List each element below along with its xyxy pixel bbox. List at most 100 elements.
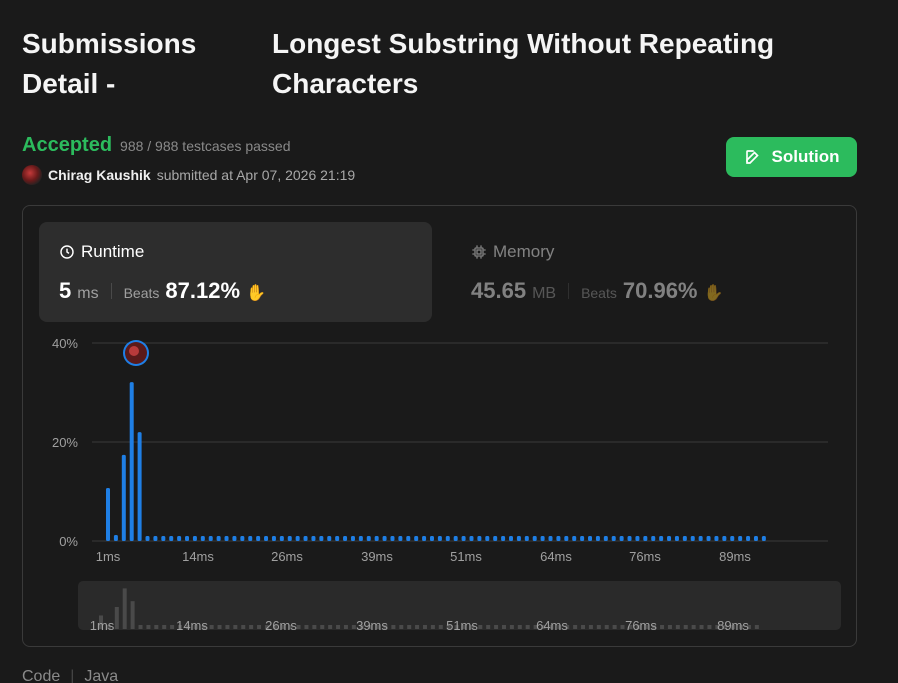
chart-bar[interactable] <box>572 536 577 541</box>
chart-bar[interactable] <box>714 536 719 541</box>
chart-bar[interactable] <box>208 536 213 541</box>
chart-bar[interactable] <box>469 536 474 541</box>
chart-bar[interactable] <box>185 536 190 541</box>
chart-bar[interactable] <box>580 536 585 541</box>
chart-bar[interactable] <box>256 536 261 541</box>
chart-bar[interactable] <box>501 536 506 541</box>
chart-bar[interactable] <box>153 536 158 541</box>
chart-bar[interactable] <box>611 536 616 541</box>
chart-bar[interactable] <box>588 536 593 541</box>
chart-bar[interactable] <box>753 536 758 541</box>
mini-bar <box>359 625 364 629</box>
chart-bar[interactable] <box>177 536 182 541</box>
chart-bar[interactable] <box>524 536 529 541</box>
chart-bar[interactable] <box>113 535 118 541</box>
chart-bar[interactable] <box>382 536 387 541</box>
chart-bar[interactable] <box>595 536 600 541</box>
chart-bar[interactable] <box>224 536 229 541</box>
mini-bar <box>225 625 230 629</box>
chart-bar[interactable] <box>437 536 442 541</box>
memory-card[interactable]: Memory 45.65 MB Beats 70.96% ✋ <box>451 222 844 322</box>
mini-bar <box>312 625 317 629</box>
chart-bar[interactable] <box>706 536 711 541</box>
chart-bar[interactable] <box>106 488 110 541</box>
chart-bar[interactable] <box>548 536 553 541</box>
chart-bar[interactable] <box>121 454 126 541</box>
chart-bar[interactable] <box>453 536 458 541</box>
chart-bar[interactable] <box>477 536 482 541</box>
chart-bar[interactable] <box>414 536 419 541</box>
chart-bar[interactable] <box>390 536 395 541</box>
chart-bar[interactable] <box>264 536 269 541</box>
chart-bar[interactable] <box>406 536 411 541</box>
runtime-card[interactable]: Runtime 5 ms Beats 87.12% ✋ <box>39 222 432 322</box>
solution-button[interactable]: Solution <box>726 137 857 177</box>
chart-bar[interactable] <box>603 536 608 541</box>
chart-bar[interactable] <box>240 536 245 541</box>
chart-bar[interactable] <box>161 536 166 541</box>
chart-bar[interactable] <box>295 536 300 541</box>
chart-bar[interactable] <box>674 536 679 541</box>
chart-bar[interactable] <box>651 536 656 541</box>
chart-bar[interactable] <box>169 536 174 541</box>
chart-bar[interactable] <box>667 536 672 541</box>
chart-bar[interactable] <box>508 536 513 541</box>
chart-bar[interactable] <box>635 536 640 541</box>
chart-bar[interactable] <box>200 536 205 541</box>
range-selector[interactable] <box>78 581 841 630</box>
chart-bar[interactable] <box>738 536 743 541</box>
chart-bar[interactable] <box>350 536 355 541</box>
chart-bar[interactable] <box>619 536 624 541</box>
mini-bar <box>470 625 475 629</box>
problem-title[interactable]: Longest Substring Without Repeating Char… <box>272 28 775 99</box>
chart-bar[interactable] <box>698 536 703 541</box>
chart-bar[interactable] <box>429 536 434 541</box>
chart-bar[interactable] <box>358 536 363 541</box>
chart-bar[interactable] <box>730 536 735 541</box>
chart-bar[interactable] <box>366 536 371 541</box>
chart-bar[interactable] <box>532 536 537 541</box>
chart-bar[interactable] <box>335 536 340 541</box>
chart-bar[interactable] <box>287 536 292 541</box>
chart-bar[interactable] <box>746 536 751 541</box>
mini-bar <box>494 625 499 629</box>
avatar[interactable] <box>22 165 42 185</box>
chart-bar[interactable] <box>279 536 284 541</box>
chart-bar[interactable] <box>461 536 466 541</box>
chart-bar[interactable] <box>643 536 648 541</box>
chart-bar[interactable] <box>516 536 521 541</box>
chart-bar[interactable] <box>556 536 561 541</box>
chart-bar[interactable] <box>192 536 197 541</box>
mini-bar <box>217 625 222 629</box>
chart-bar[interactable] <box>145 536 150 541</box>
mini-bar <box>565 625 570 629</box>
chart-bar[interactable] <box>422 536 427 541</box>
chart-bar[interactable] <box>659 536 664 541</box>
chart-bar[interactable] <box>248 536 253 541</box>
chart-bar[interactable] <box>627 536 632 541</box>
chart-bar[interactable] <box>398 536 403 541</box>
username-link[interactable]: Chirag Kaushik <box>48 167 151 183</box>
chart-bar[interactable] <box>493 536 498 541</box>
chart-bar[interactable] <box>722 536 727 541</box>
chart-bar[interactable] <box>137 432 142 541</box>
chart-bar[interactable] <box>327 536 332 541</box>
chart-bar[interactable] <box>564 536 569 541</box>
chart-bar[interactable] <box>540 536 545 541</box>
chart-bar[interactable] <box>303 536 308 541</box>
chart-bar[interactable] <box>485 536 490 541</box>
chart-bar[interactable] <box>682 536 687 541</box>
chart-bar[interactable] <box>374 536 379 541</box>
mini-bar <box>612 625 617 629</box>
chart-bar[interactable] <box>216 536 221 541</box>
chart-bar[interactable] <box>232 536 237 541</box>
chart-bar[interactable] <box>761 536 766 541</box>
chart-bar[interactable] <box>129 382 134 541</box>
chart-bar[interactable] <box>271 536 276 541</box>
chart-bar[interactable] <box>319 536 324 541</box>
chart-bar[interactable] <box>343 536 348 541</box>
chart-bar[interactable] <box>690 536 695 541</box>
chart-bar[interactable] <box>311 536 316 541</box>
chart-bar[interactable] <box>445 536 450 541</box>
